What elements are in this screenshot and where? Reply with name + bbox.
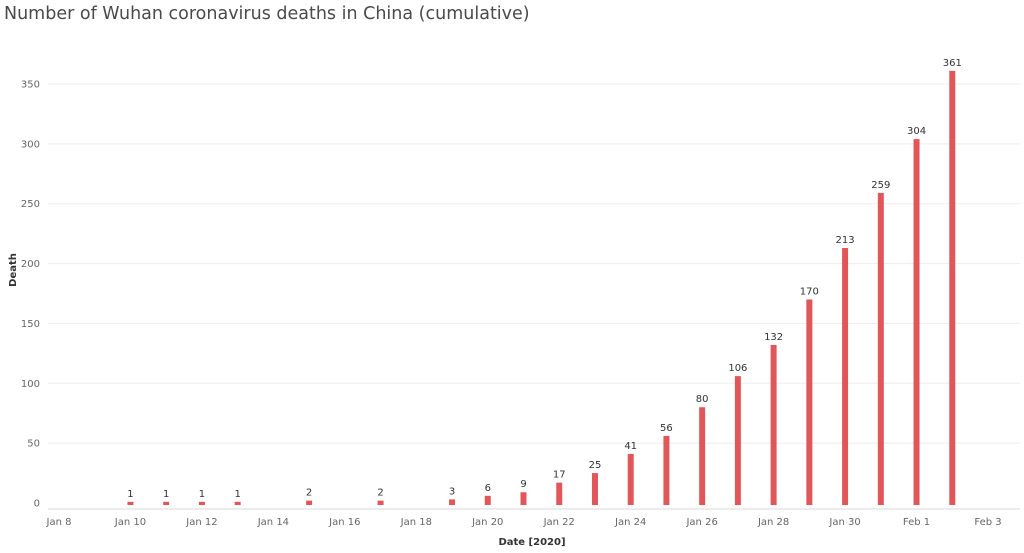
data-label: 361 (943, 58, 962, 69)
x-axis-ticks: Jan 8 Jan 10 Jan 12 Jan 14 Jan 16 Jan 18 Jan 2… (46, 517, 1002, 528)
data-label: 80 (696, 394, 709, 405)
y-tick-label: 250 (21, 199, 40, 210)
y-axis-ticks: 0 50 100 150 200 250 300 350 (21, 80, 40, 510)
data-label: 259 (871, 180, 890, 191)
data-label: 56 (660, 423, 673, 434)
y-tick-label: 100 (21, 379, 40, 390)
data-label: 25 (589, 460, 602, 471)
bar (306, 500, 313, 505)
x-tick-label: Jan 18 (400, 517, 432, 528)
y-tick-label: 0 (34, 499, 40, 510)
bar (806, 299, 813, 505)
data-label: 304 (907, 126, 926, 137)
x-tick-label: Jan 28 (757, 517, 789, 528)
data-label: 106 (728, 363, 747, 374)
bar (699, 407, 706, 505)
data-labels: 1 1 1 1 2 2 3 6 9 17 25 41 56 80 106 132 170 213 259 304 361 (127, 58, 962, 500)
y-tick-label: 200 (21, 259, 40, 270)
y-tick-label: 50 (27, 439, 40, 450)
data-label: 2 (306, 488, 312, 499)
data-label: 1 (163, 489, 169, 500)
x-axis-title: Date [2020] (498, 537, 565, 548)
x-tick-label: Jan 16 (328, 517, 360, 528)
bar (163, 501, 170, 505)
data-label: 9 (520, 479, 526, 490)
bar (234, 501, 241, 505)
bar (663, 435, 670, 505)
data-label: 170 (800, 286, 819, 297)
gridlines (48, 83, 1020, 510)
y-tick-label: 150 (21, 319, 40, 330)
x-tick-label: Jan 8 (46, 517, 72, 528)
y-tick-label: 300 (21, 139, 40, 150)
chart-title: Number of Wuhan coronavirus deaths in Ch… (4, 4, 530, 24)
bar (377, 500, 384, 505)
data-label: 17 (553, 470, 566, 481)
bar (842, 248, 849, 505)
bar (591, 473, 598, 505)
x-tick-label: Jan 14 (257, 517, 289, 528)
bar (556, 482, 563, 505)
x-tick-label: Jan 24 (614, 517, 646, 528)
bar (198, 501, 205, 505)
bar (520, 492, 527, 505)
data-label: 213 (836, 235, 855, 246)
x-tick-label: Jan 22 (543, 517, 575, 528)
y-tick-label: 350 (21, 80, 40, 91)
data-label: 3 (449, 486, 455, 497)
x-tick-label: Feb 1 (903, 517, 930, 528)
x-tick-label: Feb 3 (974, 517, 1001, 528)
bar (734, 376, 741, 505)
bar (913, 139, 920, 505)
bar (770, 344, 777, 505)
bar (484, 495, 491, 505)
x-tick-label: Jan 10 (114, 517, 146, 528)
bar (449, 499, 456, 505)
data-label: 1 (127, 489, 133, 500)
data-label: 132 (764, 332, 783, 343)
data-label: 2 (377, 488, 383, 499)
bar (627, 453, 634, 505)
data-label: 1 (199, 489, 205, 500)
data-label: 41 (624, 441, 637, 452)
x-tick-label: Jan 20 (471, 517, 503, 528)
data-label: 1 (234, 489, 240, 500)
x-tick-label: Jan 30 (828, 517, 860, 528)
bar (949, 70, 956, 506)
bar (877, 192, 884, 505)
bar (127, 501, 134, 505)
x-tick-label: Jan 26 (685, 517, 717, 528)
x-tick-label: Jan 12 (185, 517, 217, 528)
y-axis-title: Death (8, 253, 19, 287)
bars (127, 70, 956, 506)
data-label: 6 (485, 483, 491, 494)
